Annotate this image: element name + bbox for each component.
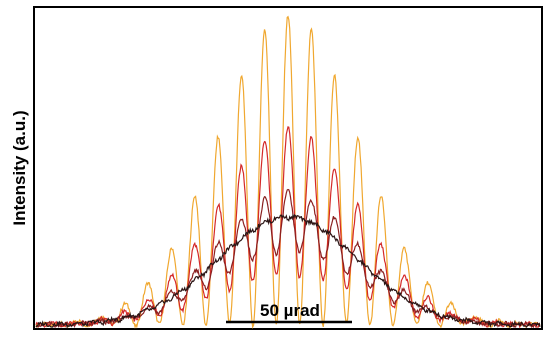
y-axis-label: Intensity (a.u.): [10, 110, 29, 225]
series-line-4: [35, 213, 541, 329]
series-line-3: [35, 188, 541, 329]
scale-bar-label: 50 µrad: [260, 301, 320, 320]
plot-frame: [33, 6, 543, 330]
series-line-2: [35, 126, 541, 329]
series-layer: [35, 15, 541, 330]
